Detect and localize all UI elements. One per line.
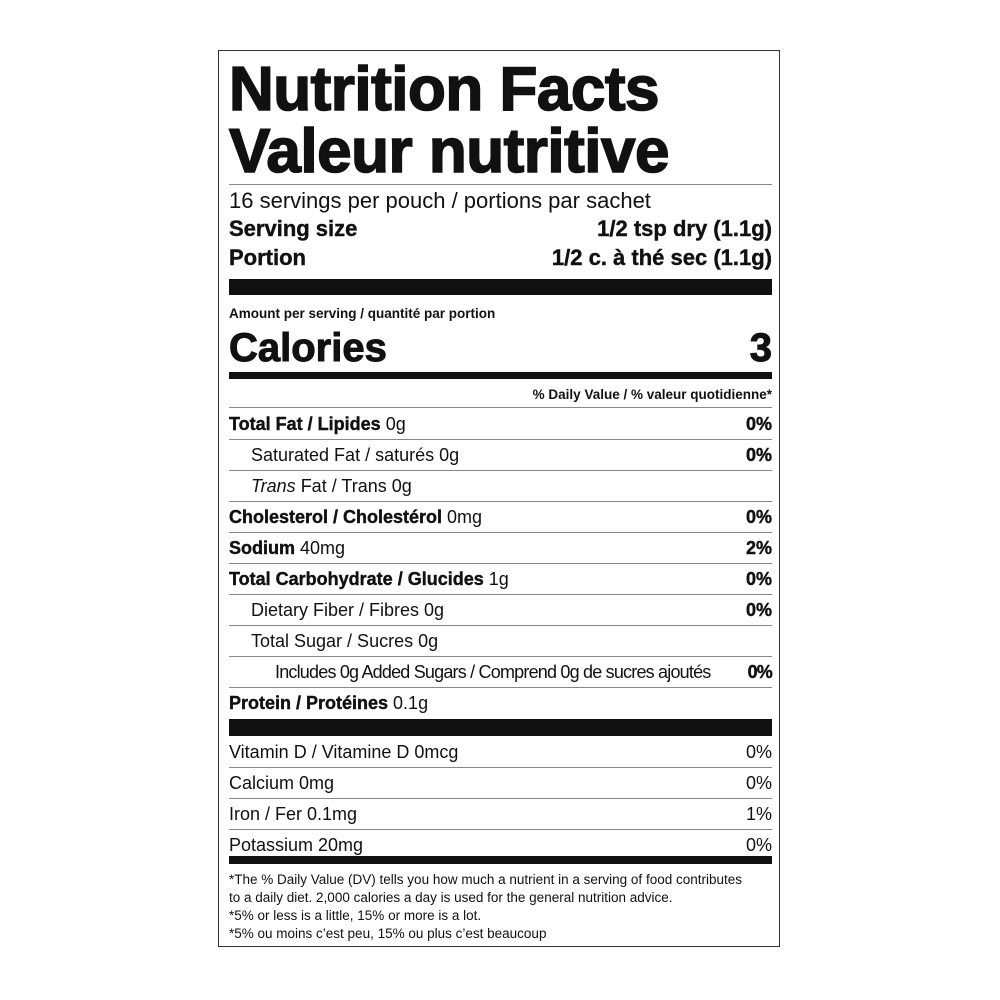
footnote-line: to a daily diet. 2,000 calories a day is… (229, 890, 673, 905)
nutrient-dv: 0% (745, 444, 772, 465)
divider (229, 829, 772, 830)
divider (229, 687, 772, 688)
nutrient-row: Includes 0g Added Sugars / Comprend 0g d… (229, 657, 773, 687)
nutrient-row: Trans Fat / Trans 0g (229, 471, 772, 501)
nutrient-label: Includes 0g Added Sugars / Comprend 0g d… (275, 661, 711, 682)
portion-value: 1/2 c. à thé sec (1.1g) (551, 245, 773, 270)
nutrient-name: Total Sugar / Sucres 0g (251, 631, 438, 652)
calories-row: Calories 3 (229, 325, 773, 371)
divider (229, 767, 772, 768)
nutrient-name: Trans Fat / Trans 0g (251, 476, 412, 497)
daily-value-header: % Daily Value / % valeur quotidienne* (532, 387, 772, 402)
serving-size-row: Serving size 1/2 tsp dry (1.1g) (229, 214, 772, 244)
nutrient-amount: 1g (483, 568, 509, 589)
nutrient-row: Saturated Fat / saturés 0g 0% (229, 440, 772, 470)
divider (229, 625, 772, 626)
vitamin-dv: 1% (745, 803, 772, 824)
nutrient-row: Total Sugar / Sucres 0g (229, 626, 772, 656)
vitamin-dv: 0% (745, 772, 772, 793)
nutrient-name: Total Fat / Lipides 0g (229, 413, 406, 435)
nutrient-amount: 40mg (295, 537, 346, 558)
nutrient-name: Includes 0g Added Sugars / Comprend 0g d… (275, 662, 711, 683)
vitamin-row: Vitamin D / Vitamine D 0mcg 0% (229, 737, 772, 767)
vitamin-row: Calcium 0mg 0% (229, 768, 772, 798)
footnote: *The % Daily Value (DV) tells you how mu… (229, 871, 772, 943)
vitamin-name: Potassium 20mg (229, 834, 364, 855)
portion-label: Portion (229, 245, 306, 270)
nutrient-label: Total Sugar / Sucres 0g (251, 630, 439, 651)
calories-value: 3 (749, 325, 772, 370)
nutrient-amount: 0.1g (388, 692, 429, 713)
medium-divider (229, 372, 772, 379)
portion-row: Portion 1/2 c. à thé sec (1.1g) (229, 243, 772, 273)
divider (229, 501, 772, 502)
nutrient-row: Dietary Fiber / Fibres 0g 0% (229, 595, 772, 625)
divider (229, 439, 772, 440)
medium-divider (229, 856, 772, 864)
nutrient-label: Dietary Fiber / Fibres 0g (251, 599, 445, 620)
nutrient-row: Total Carbohydrate / Glucides 1g 0% (229, 564, 772, 594)
nutrient-dv: 2% (745, 537, 772, 558)
vitamin-name: Iron / Fer 0.1mg (229, 803, 358, 824)
nutrient-row: Sodium 40mg 2% (229, 533, 772, 563)
thick-divider (229, 279, 772, 295)
nutrient-dv: 0% (745, 599, 772, 620)
divider (229, 407, 772, 408)
nutrient-label: Sodium (229, 537, 295, 558)
nutrient-name: Sodium 40mg (229, 537, 346, 559)
nutrient-name-italic: Trans (251, 475, 296, 496)
footnote-line: *5% ou moins c’est peu, 15% ou plus c’es… (229, 926, 547, 941)
nutrition-facts-label: Nutrition Facts Valeur nutritive 16 serv… (218, 50, 780, 947)
divider (229, 594, 772, 595)
vitamin-row: Iron / Fer 0.1mg 1% (229, 799, 772, 829)
nutrient-label: Total Carbohydrate / Glucides (229, 568, 484, 589)
vitamin-dv: 0% (745, 741, 772, 762)
nutrient-dv: 0% (747, 661, 773, 682)
nutrient-dv: 0% (745, 506, 772, 527)
nutrient-label: Protein / Protéines (229, 692, 389, 713)
title-fr: Valeur nutritive (228, 117, 670, 186)
nutrient-dv: 0% (745, 568, 772, 589)
nutrient-name: Saturated Fat / saturés 0g (251, 445, 459, 466)
footnote-line: *5% or less is a little, 15% or more is … (229, 908, 482, 923)
nutrient-label: Saturated Fat / saturés 0g (251, 444, 460, 465)
divider (229, 184, 772, 185)
nutrient-label: Cholesterol / Cholestérol (229, 506, 443, 527)
nutrient-amount: 0mg (442, 506, 483, 527)
nutrient-dv: 0% (745, 413, 772, 434)
vitamin-name: Vitamin D / Vitamine D 0mcg (229, 741, 459, 762)
nutrient-label: Total Fat / Lipides (229, 413, 381, 434)
calories-label: Calories (229, 325, 388, 370)
footnote-line: *The % Daily Value (DV) tells you how mu… (229, 872, 742, 887)
divider (229, 470, 772, 471)
nutrient-row: Total Fat / Lipides 0g 0% (229, 409, 772, 439)
nutrient-row: Protein / Protéines 0.1g (229, 688, 772, 718)
nutrient-label: Fat / Trans 0g (295, 475, 412, 496)
nutrient-amount: 0g (380, 413, 406, 434)
serving-size-label: Serving size (229, 216, 358, 241)
nutrient-name: Protein / Protéines 0.1g (229, 692, 429, 714)
vitamin-row: Potassium 20mg 0% (229, 830, 772, 860)
thick-divider (229, 719, 772, 736)
divider (229, 798, 772, 799)
vitamin-name: Calcium 0mg (229, 772, 335, 793)
vitamin-dv: 0% (745, 834, 772, 855)
divider (229, 563, 772, 564)
amount-per-serving: Amount per serving / quantité par portio… (229, 306, 496, 321)
title-en: Nutrition Facts (228, 55, 660, 124)
divider (229, 656, 772, 657)
nutrient-row: Cholesterol / Cholestérol 0mg 0% (229, 502, 772, 532)
servings-per-container: 16 servings per pouch / portions par sac… (229, 188, 651, 213)
nutrient-name: Total Carbohydrate / Glucides 1g (229, 568, 509, 590)
divider (229, 532, 772, 533)
nutrient-name: Dietary Fiber / Fibres 0g (251, 600, 444, 621)
nutrient-name: Cholesterol / Cholestérol 0mg (229, 506, 483, 528)
serving-size-value: 1/2 tsp dry (1.1g) (597, 216, 772, 241)
